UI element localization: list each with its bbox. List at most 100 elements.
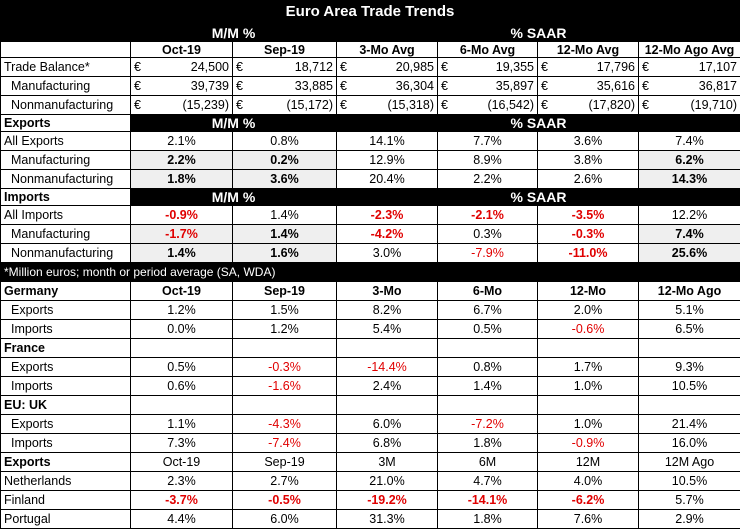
value-cell: 2.6%	[538, 170, 639, 189]
section-title: Exports	[1, 453, 131, 472]
amount: 39,739	[191, 79, 229, 93]
value-cell: 1.0%	[538, 415, 639, 434]
amount: 17,107	[699, 60, 737, 74]
column-header: 6M	[438, 453, 538, 472]
euro-sign: €	[134, 79, 141, 93]
value-cell: 3.6%	[233, 170, 337, 189]
blank-cell	[438, 339, 538, 358]
value-cell: 6.7%	[438, 301, 538, 320]
amount: 20,985	[396, 60, 434, 74]
column-header: 3-Mo	[337, 282, 438, 301]
value-cell: 14.1%	[337, 132, 438, 151]
value-cell: 1.8%	[131, 170, 233, 189]
euro-sign: €	[236, 98, 243, 112]
value-cell: 5.1%	[639, 301, 740, 320]
value-cell: 2.2%	[131, 151, 233, 170]
euro-sign: €	[541, 60, 548, 74]
amount: (15,318)	[387, 98, 434, 112]
mm-group-header: M/M %	[131, 115, 337, 132]
value-cell: 21.4%	[639, 415, 740, 434]
euro-sign: €	[134, 60, 141, 74]
row-label: Exports	[1, 415, 131, 434]
amount: 35,616	[597, 79, 635, 93]
value-cell: 10.5%	[639, 472, 740, 491]
value-cell: 7.4%	[639, 132, 740, 151]
amount: 36,304	[396, 79, 434, 93]
amount: (15,172)	[286, 98, 333, 112]
value-cell: 6.0%	[337, 415, 438, 434]
country-name: France	[1, 339, 131, 358]
blank-cell	[337, 339, 438, 358]
value-cell: 0.5%	[131, 358, 233, 377]
row-label: Imports	[1, 434, 131, 453]
row-label: Imports	[1, 377, 131, 396]
value-cell: -3.7%	[131, 491, 233, 510]
value-cell: -7.9%	[438, 244, 538, 263]
value-cell: 2.7%	[233, 472, 337, 491]
balance-value: €(16,542)	[438, 96, 538, 115]
balance-value: €24,500	[131, 58, 233, 77]
value-cell: -3.5%	[538, 206, 639, 225]
value-cell: -0.5%	[233, 491, 337, 510]
row-label: Exports	[1, 301, 131, 320]
column-header: 3M	[337, 453, 438, 472]
column-header: 6-Mo Avg	[438, 42, 538, 58]
sheet-title: Euro Area Trade Trends	[0, 0, 740, 24]
euro-sign: €	[340, 98, 347, 112]
value-cell: -14.4%	[337, 358, 438, 377]
amount: 17,796	[597, 60, 635, 74]
row-label: Portugal	[1, 510, 131, 529]
value-cell: 1.0%	[538, 377, 639, 396]
data-row: Manufacturing-1.7%1.4%-4.2%0.3%-0.3%7.4%	[1, 225, 740, 244]
value-cell: 2.4%	[337, 377, 438, 396]
saar-group-header: % SAAR	[337, 189, 740, 206]
saar-group-header: % SAAR	[337, 115, 740, 132]
euro-sign: €	[642, 60, 649, 74]
euro-sign: €	[541, 79, 548, 93]
balance-value: €19,355	[438, 58, 538, 77]
section-title: Exports	[1, 115, 131, 132]
value-cell: -0.3%	[233, 358, 337, 377]
value-cell: 6.8%	[337, 434, 438, 453]
value-cell: 1.4%	[233, 206, 337, 225]
euro-sign: €	[642, 98, 649, 112]
amount: 33,885	[295, 79, 333, 93]
value-cell: 1.7%	[538, 358, 639, 377]
value-cell: -0.9%	[538, 434, 639, 453]
value-cell: 25.6%	[639, 244, 740, 263]
row-label: Manufacturing	[1, 151, 131, 170]
value-cell: 21.0%	[337, 472, 438, 491]
column-header: 12-Mo Ago Avg	[639, 42, 740, 58]
amount: 18,712	[295, 60, 333, 74]
balance-value: € (15,172)	[233, 96, 337, 115]
value-cell: -1.7%	[131, 225, 233, 244]
balance-value: €36,304	[337, 77, 438, 96]
euro-sign: €	[340, 79, 347, 93]
value-cell: 6.0%	[233, 510, 337, 529]
value-cell: 10.5%	[639, 377, 740, 396]
value-cell: 31.3%	[337, 510, 438, 529]
balance-row: Manufacturing€39,739€33,885€36,304€35,89…	[1, 77, 740, 96]
value-cell: 1.5%	[233, 301, 337, 320]
value-cell: 6.5%	[639, 320, 740, 339]
value-cell: 1.1%	[131, 415, 233, 434]
row-label: Finland	[1, 491, 131, 510]
value-cell: 9.3%	[639, 358, 740, 377]
note-row: *Million euros; month or period average …	[1, 263, 740, 282]
value-cell: 2.9%	[639, 510, 740, 529]
balance-value: €35,616	[538, 77, 639, 96]
row-label: Netherlands	[1, 472, 131, 491]
blank-cell	[538, 396, 639, 415]
blank-cell	[131, 396, 233, 415]
